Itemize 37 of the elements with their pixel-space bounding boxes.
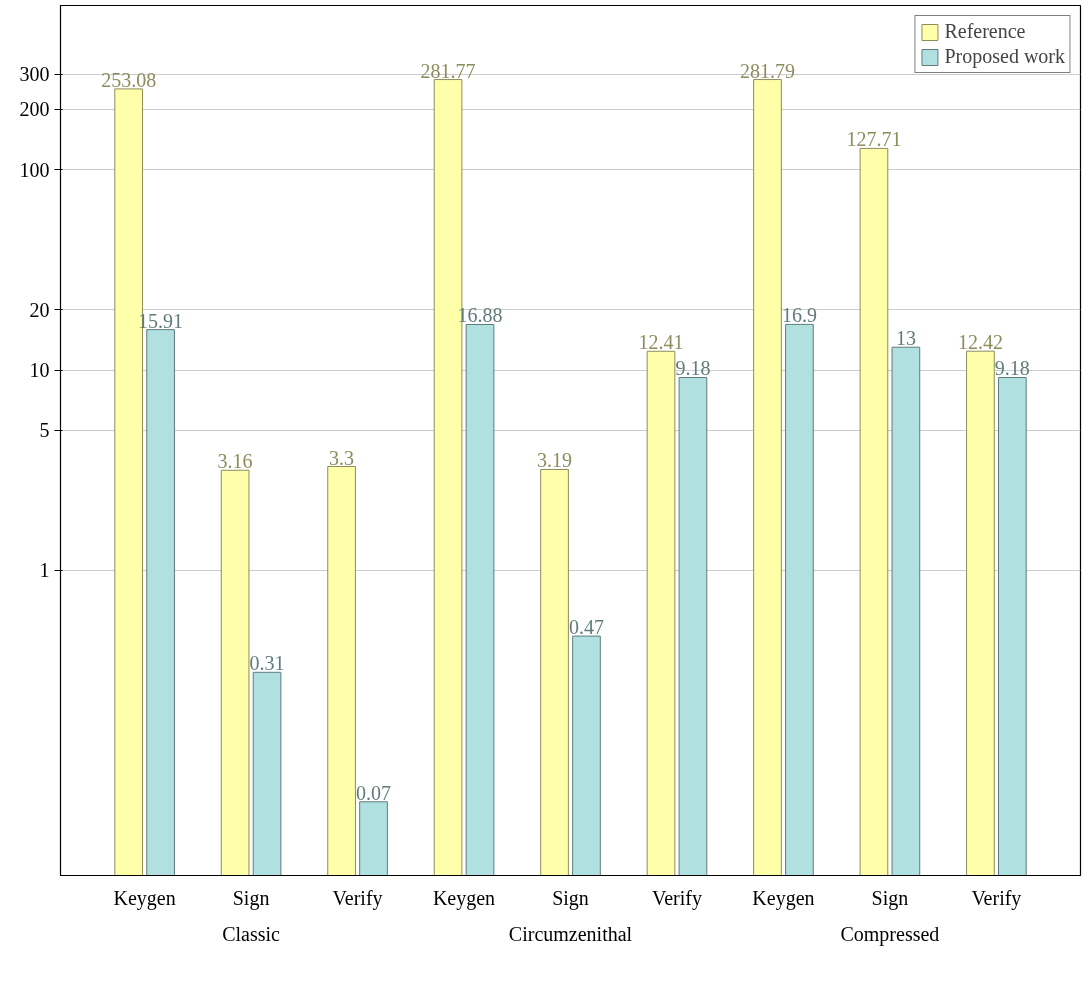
y-tick-label: 10 bbox=[29, 359, 50, 382]
data-label: 13 bbox=[895, 327, 916, 350]
text: Classic bbox=[222, 922, 281, 945]
x-tick-label: Keygen bbox=[752, 886, 815, 910]
y-tick-label: 1 bbox=[39, 559, 50, 582]
y-tick-label: 20 bbox=[29, 298, 50, 321]
data-label: 12.41 bbox=[638, 331, 684, 354]
y-tick-label: 5 bbox=[39, 419, 50, 442]
text: Compressed bbox=[840, 922, 940, 946]
legend-label: Proposed work bbox=[944, 45, 1065, 68]
x-tick-label: Keygen bbox=[113, 886, 176, 910]
x-tick-label: Keygen bbox=[432, 886, 496, 910]
data-label: 281.77 bbox=[420, 59, 476, 82]
y-tick-label: 100 bbox=[19, 158, 50, 181]
legend-label: Reference bbox=[944, 20, 1026, 43]
x-tick-label: Sign bbox=[552, 886, 589, 910]
data-label: 3.3 bbox=[329, 446, 355, 469]
data-label: 0.47 bbox=[568, 616, 604, 639]
data-label: 16.9 bbox=[781, 304, 817, 327]
data-label: 127.71 bbox=[846, 128, 902, 151]
text: Circumzenithal bbox=[508, 922, 633, 945]
x-tick-label: Sign bbox=[871, 886, 909, 910]
x-tick-label: Verify bbox=[651, 886, 702, 910]
x-tick-label: Verify bbox=[332, 886, 383, 910]
x-tick-label: Verify bbox=[971, 886, 1022, 910]
data-label: 253.08 bbox=[101, 68, 157, 91]
data-label: 3.16 bbox=[217, 450, 253, 473]
data-label: 0.07 bbox=[356, 781, 392, 804]
data-label: 0.31 bbox=[249, 652, 285, 675]
data-label: 9.18 bbox=[675, 357, 711, 380]
y-tick-label: 300 bbox=[19, 63, 50, 86]
data-label: 9.18 bbox=[994, 357, 1030, 380]
y-tick-label: 200 bbox=[19, 98, 50, 121]
data-label: 281.79 bbox=[739, 59, 795, 82]
data-label: 3.19 bbox=[537, 449, 573, 472]
x-tick-label: Sign bbox=[232, 886, 270, 910]
data-label: 12.42 bbox=[957, 331, 1003, 354]
